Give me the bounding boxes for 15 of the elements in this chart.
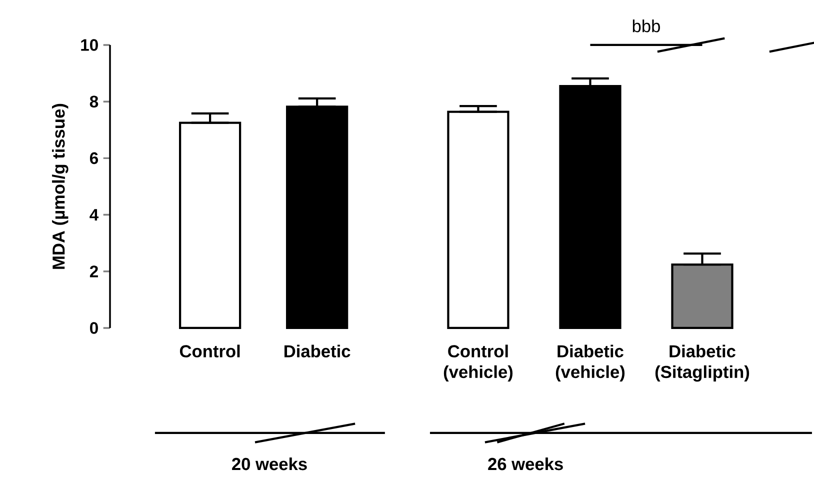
x-tick-label: Diabetic <box>284 344 350 358</box>
x-tick-label: Diabetic (vehicle) <box>556 344 625 382</box>
text: bbb <box>632 20 660 32</box>
y-tick-label: 6 <box>90 152 98 164</box>
y-axis-title: MDA (µmol/g tissue) <box>52 104 68 269</box>
x-axis-title: 20 weeks <box>232 457 307 470</box>
x-tick-label: Diabetic (Sitagliptin) <box>655 344 750 382</box>
y-tick-label: 2 <box>90 266 98 278</box>
y-tick-label: 8 <box>90 96 98 108</box>
x-tick-label: Control (vehicle) <box>444 344 513 382</box>
x-tick-label: Control <box>180 344 240 358</box>
y-tick-label: 10 <box>81 39 98 51</box>
x-axis-title: 26 weeks <box>488 457 563 470</box>
y-tick-label: 4 <box>90 209 99 221</box>
y-tick-label: 0 <box>90 322 98 334</box>
